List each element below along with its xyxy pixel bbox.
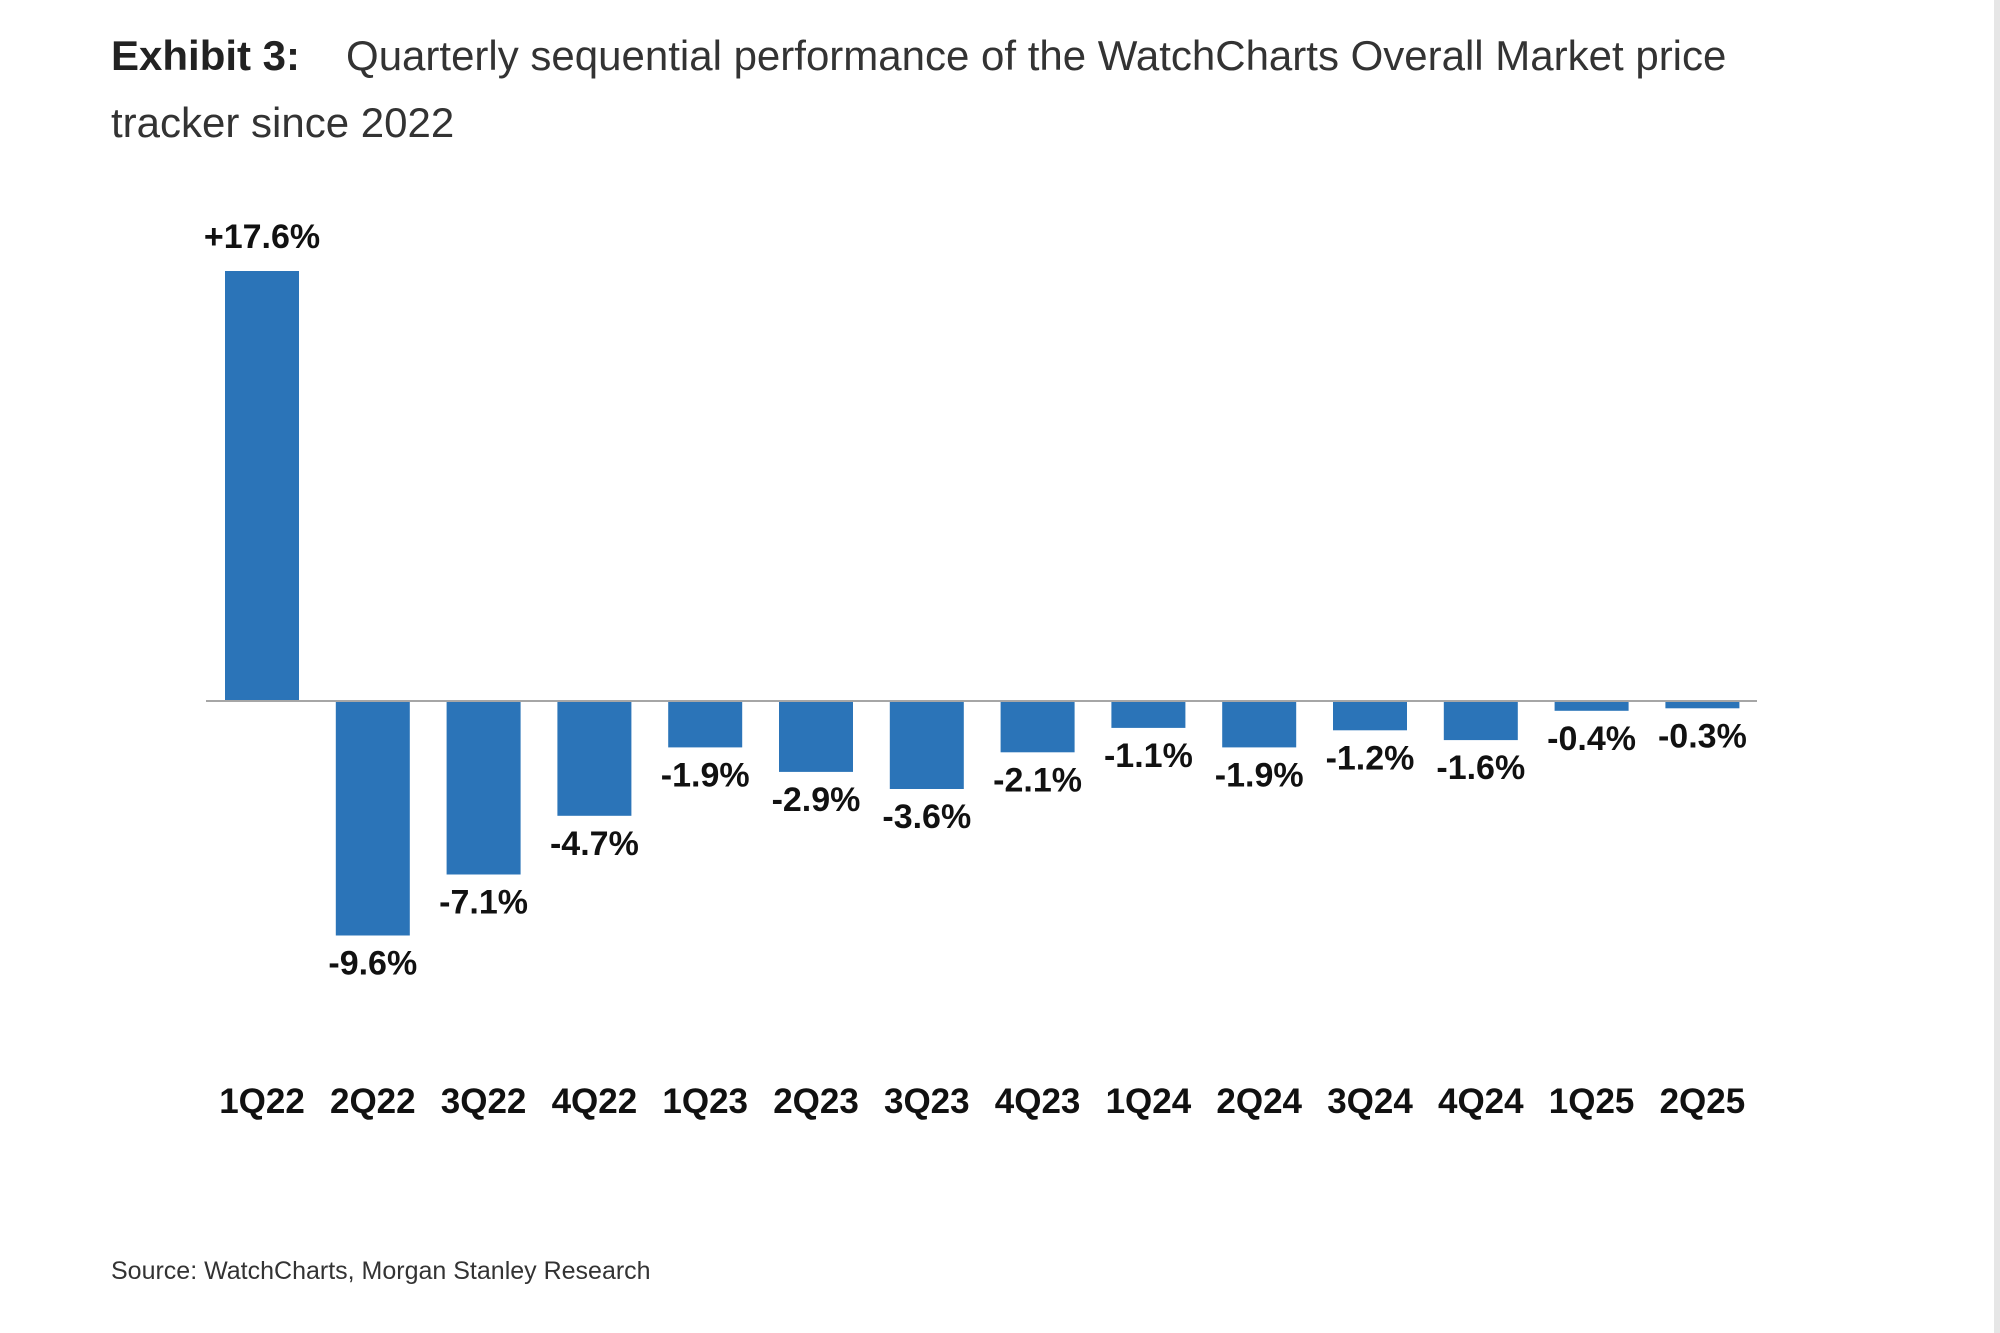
- category-label-4Q23: 4Q23: [995, 1082, 1081, 1121]
- category-label-3Q23: 3Q23: [884, 1082, 970, 1121]
- category-label-3Q24: 3Q24: [1327, 1082, 1413, 1121]
- category-label-1Q22: 1Q22: [219, 1082, 305, 1121]
- chart-title-text: Quarterly sequential performance of the …: [111, 32, 1727, 146]
- bar-4Q23: [1000, 701, 1075, 753]
- data-label-3Q22: -7.1%: [439, 884, 528, 922]
- bar-1Q24: [1111, 701, 1186, 728]
- category-label-2Q22: 2Q22: [330, 1082, 416, 1121]
- bar-3Q23: [889, 701, 964, 789]
- data-label-3Q24: -1.2%: [1326, 739, 1415, 777]
- category-label-4Q22: 4Q22: [552, 1082, 638, 1121]
- data-label-4Q24: -1.6%: [1436, 749, 1525, 787]
- data-label-1Q23: -1.9%: [661, 756, 750, 794]
- data-label-2Q25: -0.3%: [1658, 717, 1747, 755]
- exhibit-label: Exhibit 3:: [111, 32, 301, 79]
- category-label-4Q24: 4Q24: [1438, 1082, 1524, 1121]
- bar-1Q25: [1554, 701, 1629, 711]
- category-label-1Q23: 1Q23: [662, 1082, 748, 1121]
- category-label-1Q24: 1Q24: [1106, 1082, 1192, 1121]
- bar-3Q22: [446, 701, 521, 875]
- category-label-2Q24: 2Q24: [1216, 1082, 1302, 1121]
- category-label-2Q25: 2Q25: [1660, 1082, 1746, 1121]
- category-label-2Q23: 2Q23: [773, 1082, 859, 1121]
- bar-4Q24: [1443, 701, 1518, 741]
- chart-title: Exhibit 3: Quarterly sequential performan…: [111, 22, 1831, 156]
- category-label-3Q22: 3Q22: [441, 1082, 527, 1121]
- bar-4Q22: [557, 701, 632, 816]
- data-label-4Q23: -2.1%: [993, 761, 1082, 799]
- bar-2Q22: [335, 701, 410, 936]
- data-label-4Q22: -4.7%: [550, 825, 639, 863]
- bar-2Q23: [779, 701, 853, 772]
- category-label-1Q25: 1Q25: [1549, 1082, 1635, 1121]
- data-label-2Q22: -9.6%: [328, 945, 417, 983]
- data-label-2Q24: -1.9%: [1215, 756, 1304, 794]
- source-note: Source: WatchCharts, Morgan Stanley Rese…: [111, 1257, 651, 1285]
- data-label-1Q22: +17.6%: [204, 218, 320, 256]
- data-label-2Q23: -2.9%: [772, 781, 861, 819]
- page-edge-divider: [1994, 0, 2000, 1333]
- data-label-3Q23: -3.6%: [882, 798, 971, 836]
- data-label-1Q25: -0.4%: [1547, 720, 1636, 758]
- bar-3Q24: [1333, 701, 1407, 731]
- bar-2Q25: [1665, 701, 1740, 709]
- bar-2Q24: [1222, 701, 1297, 748]
- bar-1Q22: [225, 271, 299, 701]
- data-label-1Q24: -1.1%: [1104, 737, 1193, 775]
- bar-1Q23: [668, 701, 743, 748]
